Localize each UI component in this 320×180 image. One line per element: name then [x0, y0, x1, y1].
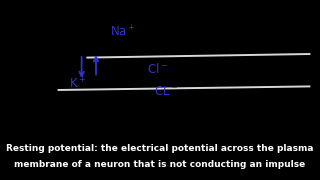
Text: K$^+$: K$^+$: [69, 76, 86, 91]
Text: CL$^-$: CL$^-$: [154, 85, 178, 98]
Text: Resting potential: the electrical potential across the plasma: Resting potential: the electrical potent…: [6, 144, 314, 153]
Text: Cl$^-$: Cl$^-$: [147, 62, 168, 76]
Text: Na$^+$: Na$^+$: [110, 25, 136, 40]
Text: membrane of a neuron that is not conducting an impulse: membrane of a neuron that is not conduct…: [14, 160, 306, 169]
